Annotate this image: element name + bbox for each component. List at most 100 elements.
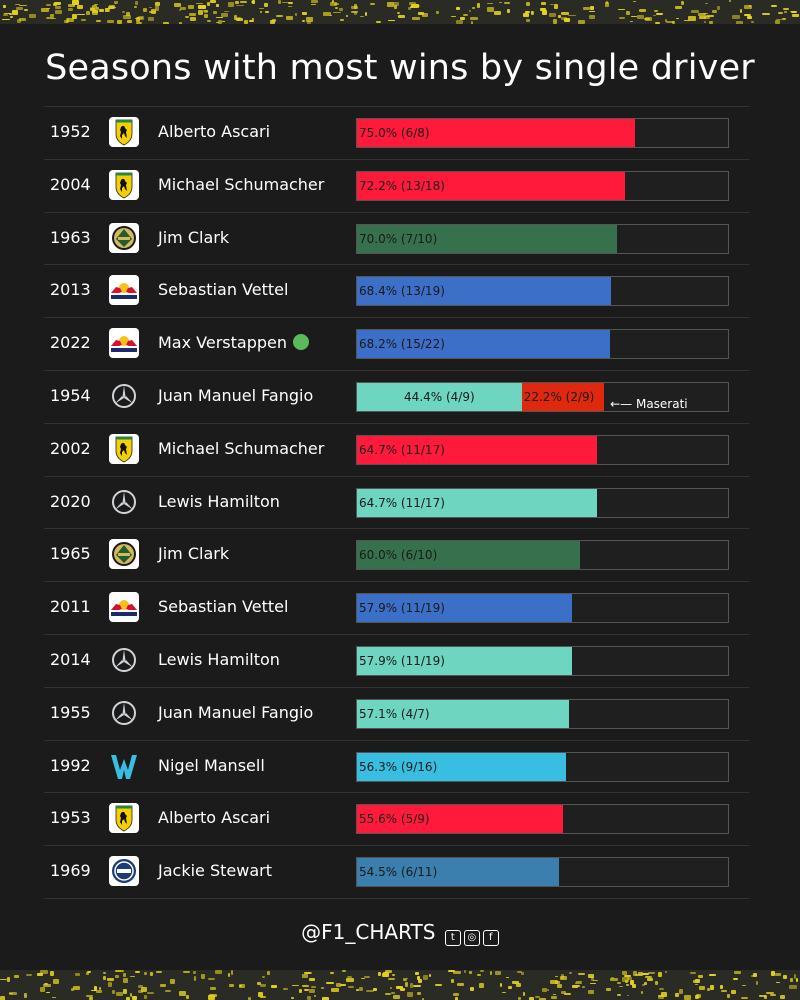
texture-speck [198, 10, 204, 15]
texture-speck [342, 970, 347, 973]
texture-speck [568, 14, 576, 17]
texture-speck [90, 989, 97, 991]
texture-speck [9, 992, 17, 996]
texture-speck [80, 19, 87, 22]
texture-speck [698, 974, 703, 978]
texture-speck [592, 979, 599, 982]
texture-speck [334, 6, 338, 9]
texture-speck [203, 9, 209, 14]
texture-speck [310, 0, 318, 3]
texture-speck [333, 2, 339, 6]
texture-speck [250, 1, 254, 4]
texture-speck [244, 19, 248, 24]
texture-speck [198, 5, 207, 9]
facebook-icon[interactable]: f [482, 930, 499, 946]
texture-speck [122, 11, 125, 14]
texture-speck [104, 8, 110, 12]
instagram-icon[interactable]: ◎ [463, 930, 480, 946]
texture-speck [251, 18, 254, 21]
texture-speck [91, 10, 99, 16]
texture-speck [348, 986, 355, 988]
texture-speck [123, 14, 132, 19]
texture-speck [9, 12, 12, 16]
texture-speck [758, 994, 762, 997]
texture-speck [507, 985, 512, 990]
texture-speck [554, 975, 559, 977]
texture-speck [7, 977, 10, 983]
texture-speck [130, 993, 133, 997]
texture-speck [45, 4, 52, 7]
bar-segment: 60.0% (6/10) [357, 541, 580, 570]
texture-speck [741, 984, 746, 987]
texture-speck [107, 5, 115, 10]
texture-speck [155, 1, 161, 6]
bar-segment: 68.4% (13/19) [357, 277, 611, 306]
texture-speck [577, 985, 580, 987]
texture-speck [115, 991, 123, 997]
bar-track: 57.9% (11/19) [356, 646, 729, 676]
texture-speck [308, 971, 312, 974]
texture-speck [138, 990, 144, 993]
texture-speck [625, 11, 631, 16]
texture-speck [323, 11, 331, 16]
texture-speck [18, 4, 27, 7]
texture-speck [782, 974, 788, 979]
texture-speck [223, 10, 229, 12]
texture-speck [397, 11, 400, 14]
texture-speck [476, 973, 481, 976]
texture-speck [391, 974, 395, 976]
texture-speck [468, 9, 471, 13]
texture-speck [689, 972, 696, 975]
annotation-text: Maserati [635, 397, 688, 411]
texture-speck [86, 972, 89, 976]
redbull-logo-icon [109, 328, 139, 359]
texture-speck [463, 970, 467, 973]
texture-speck [564, 18, 570, 23]
bar-segment: 57.9% (11/19) [357, 594, 572, 623]
texture-speck [146, 992, 154, 994]
texture-speck [476, 3, 481, 8]
texture-speck [541, 2, 547, 6]
texture-speck [63, 20, 68, 23]
bar-track: 64.7% (11/17) [356, 487, 729, 518]
texture-speck [789, 985, 797, 990]
texture-speck [621, 977, 630, 982]
texture-speck [709, 20, 713, 24]
texture-speck [308, 989, 316, 993]
texture-speck [729, 0, 732, 2]
texture-speck [132, 996, 138, 1000]
texture-speck [781, 17, 786, 21]
bar-segment: 72.2% (13/18) [357, 171, 625, 200]
bar-segment: 57.1% (4/7) [357, 699, 569, 728]
ferrari-logo-icon [109, 803, 139, 834]
texture-speck [653, 10, 658, 13]
texture-speck [267, 971, 271, 976]
texture-speck [655, 21, 661, 24]
texture-speck [258, 7, 265, 9]
texture-speck [77, 4, 84, 10]
bar-track: 70.0% (7/10) [356, 223, 729, 254]
texture-speck [136, 17, 144, 19]
texture-speck [502, 991, 506, 993]
driver-name-text: Lewis Hamilton [158, 491, 280, 511]
texture-speck [666, 21, 674, 23]
twitter-icon[interactable]: t [444, 930, 461, 946]
texture-speck [329, 14, 333, 17]
texture-speck [114, 975, 119, 978]
texture-speck [95, 6, 100, 11]
texture-speck [89, 996, 94, 1000]
texture-speck [717, 5, 720, 10]
texture-speck [114, 0, 118, 5]
texture-speck [470, 21, 474, 24]
texture-speck [606, 988, 612, 992]
texture-speck [122, 989, 128, 995]
driver-name-text: Jim Clark [158, 227, 230, 247]
texture-speck [259, 995, 267, 998]
texture-speck [248, 997, 252, 1000]
texture-speck [144, 994, 147, 999]
texture-speck [260, 11, 263, 13]
row-driver-name: Juan Manuel Fangio [158, 386, 313, 405]
texture-speck [364, 12, 368, 17]
texture-speck [655, 12, 664, 16]
texture-speck [384, 970, 392, 973]
